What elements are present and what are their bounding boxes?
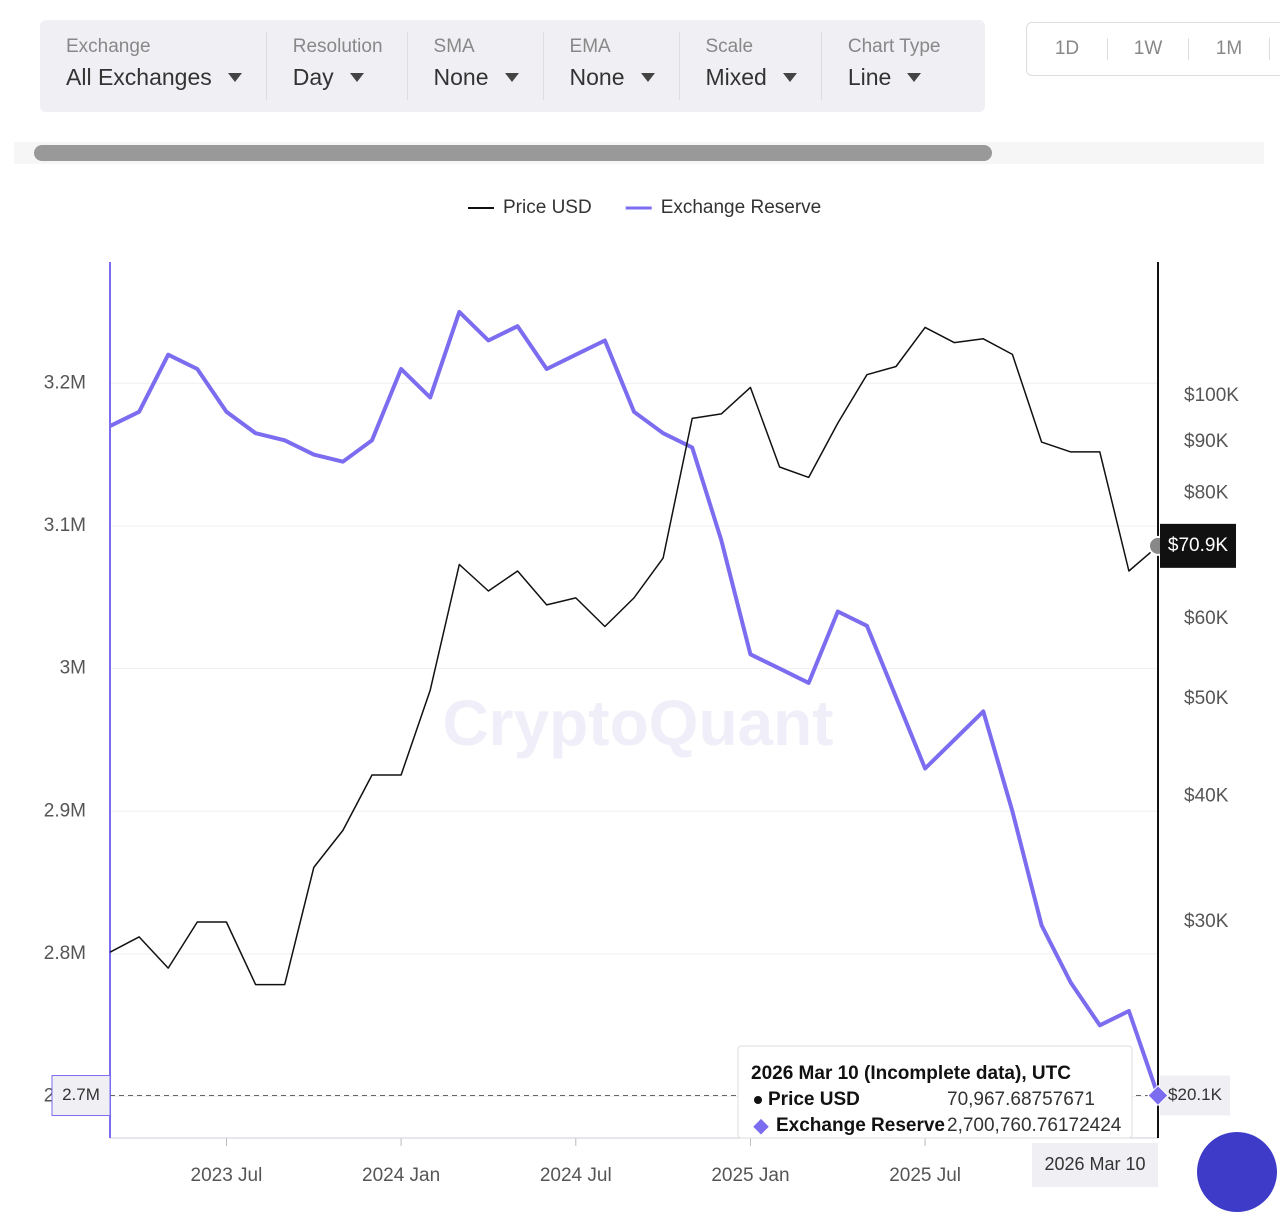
y2-tick-label: $80K — [1184, 483, 1229, 504]
dropdown[interactable]: SMA None — [408, 32, 544, 100]
y-tick-label: 3.2M — [44, 372, 86, 393]
dropdown-label: Chart Type — [847, 36, 941, 57]
dropdown[interactable]: Scale Mixed — [680, 32, 822, 100]
crosshair-y2-label: $20.1K — [1168, 1085, 1223, 1104]
series-line — [109, 326, 1159, 986]
legend-label: Price USD — [503, 197, 592, 218]
tooltip-name: Exchange Reserve — [776, 1115, 945, 1136]
tooltip: 2026 Mar 10 (Incomplete data), UTC Price … — [737, 1045, 1133, 1139]
x-tick-label: 2024 Jul — [540, 1165, 612, 1186]
dropdown-value: Mixed — [706, 64, 797, 91]
y2-tick-label: $100K — [1184, 385, 1239, 406]
dropdown[interactable]: Resolution Day — [267, 32, 408, 100]
y-tick-label: 3M — [60, 658, 86, 679]
crosshair-y2-box — [1160, 1075, 1230, 1116]
dropdown-value: Line — [848, 64, 941, 91]
scroll-thumb[interactable] — [34, 145, 992, 161]
end-label-box — [1032, 1143, 1158, 1187]
legend-label: Exchange Reserve — [661, 197, 822, 218]
toolbar: Exchange All Exchanges Resolution Day SMA N… — [40, 20, 985, 112]
tooltip-value: 2,700,760.76172424 — [947, 1115, 1122, 1136]
dropdown-value: None — [434, 64, 519, 91]
dropdown[interactable]: Chart Type Line — [822, 32, 965, 100]
tooltip-diamond — [753, 1118, 769, 1135]
x-tick-label: 2025 Jul — [889, 1165, 961, 1186]
tooltip-value: 70,967.68757671 — [947, 1089, 1095, 1110]
x-tick-label: 2024 Jan — [362, 1165, 440, 1186]
dropdown[interactable]: EMA None — [544, 32, 680, 100]
y2-tick-label: $30K — [1184, 911, 1229, 932]
y-tick-label: 2.8M — [44, 943, 86, 964]
chat-button[interactable] — [1197, 1132, 1277, 1212]
y-tick-label: 3.1M — [44, 515, 86, 536]
x-tick-label: 2023 Jul — [191, 1165, 263, 1186]
current-label: $70.9K — [1168, 535, 1229, 556]
period-button[interactable]: 1M — [1189, 38, 1270, 60]
dropdown-label: SMA — [433, 36, 475, 57]
end-label: 2026 Mar 10 — [1044, 1154, 1145, 1174]
dropdown-label: EMA — [569, 36, 611, 57]
crosshair-label-box — [51, 1075, 111, 1117]
current-label-box — [1160, 523, 1236, 568]
period-button[interactable]: 1W — [1108, 38, 1189, 60]
tooltip-box — [737, 1045, 1133, 1139]
y2-tick-label: $40K — [1184, 785, 1229, 806]
y2-tick-label: $50K — [1184, 688, 1229, 709]
dropdown-label: Exchange — [66, 36, 151, 57]
current-point — [1147, 1084, 1169, 1107]
y-tick-label: 2.9M — [44, 800, 86, 821]
dropdown-value: All Exchanges — [66, 64, 242, 91]
crosshair-label: 2.7M — [62, 1085, 100, 1104]
dropdown[interactable]: Exchange All Exchanges — [40, 32, 267, 100]
series-line — [109, 309, 1160, 1097]
tooltip-dot — [754, 1096, 762, 1104]
watermark: CryptoQuant — [442, 687, 833, 759]
y2-tick-label: $60K — [1184, 608, 1229, 629]
x-tick-label: 2025 Jan — [711, 1165, 789, 1186]
period-buttons: 1D 1W 1M — [1026, 22, 1280, 76]
dropdown-value: None — [570, 64, 655, 91]
tooltip-title: 2026 Mar 10 (Incomplete data), UTC — [751, 1063, 1071, 1084]
dropdown-label: Resolution — [292, 36, 383, 57]
period-button[interactable]: 1D — [1027, 38, 1108, 60]
dropdown-label: Scale — [705, 36, 754, 57]
tooltip-name: Price USD — [768, 1089, 860, 1110]
dropdown-value: Day — [293, 64, 383, 91]
y2-tick-label: $90K — [1184, 431, 1229, 452]
